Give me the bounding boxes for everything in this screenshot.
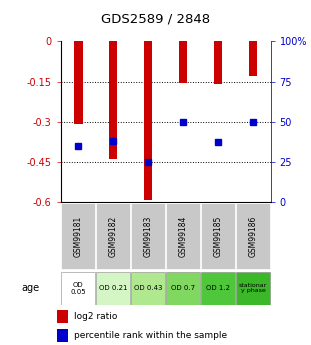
Bar: [96, 272, 130, 305]
Text: stationar
y phase: stationar y phase: [239, 283, 267, 294]
Bar: [74, 41, 82, 124]
Bar: [214, 41, 222, 84]
Bar: [96, 203, 130, 269]
Text: percentile rank within the sample: percentile rank within the sample: [74, 331, 228, 340]
Text: GSM99186: GSM99186: [248, 216, 258, 257]
Bar: [144, 41, 152, 200]
Text: GSM99181: GSM99181: [74, 216, 83, 257]
Bar: [61, 272, 95, 305]
Text: GSM99184: GSM99184: [179, 216, 188, 257]
Text: GSM99182: GSM99182: [109, 216, 118, 257]
Text: GSM99185: GSM99185: [214, 216, 223, 257]
Text: log2 ratio: log2 ratio: [74, 312, 118, 321]
Text: OD 0.21: OD 0.21: [99, 285, 128, 291]
Bar: [109, 41, 118, 159]
Bar: [131, 272, 165, 305]
Text: age: age: [22, 283, 40, 293]
Bar: [201, 203, 235, 269]
Bar: [179, 41, 188, 83]
Bar: [249, 41, 258, 76]
Text: OD
0.05: OD 0.05: [70, 282, 86, 295]
Bar: [166, 203, 200, 269]
Bar: [201, 272, 235, 305]
Bar: [131, 203, 165, 269]
Text: GDS2589 / 2848: GDS2589 / 2848: [101, 12, 210, 25]
Text: OD 0.43: OD 0.43: [134, 285, 162, 291]
Bar: [61, 203, 95, 269]
Text: OD 1.2: OD 1.2: [206, 285, 230, 291]
Text: GSM99183: GSM99183: [144, 216, 153, 257]
Bar: [57, 310, 68, 323]
Bar: [236, 203, 270, 269]
Bar: [57, 329, 68, 342]
Text: OD 0.7: OD 0.7: [171, 285, 195, 291]
Bar: [166, 272, 200, 305]
Bar: [236, 272, 270, 305]
